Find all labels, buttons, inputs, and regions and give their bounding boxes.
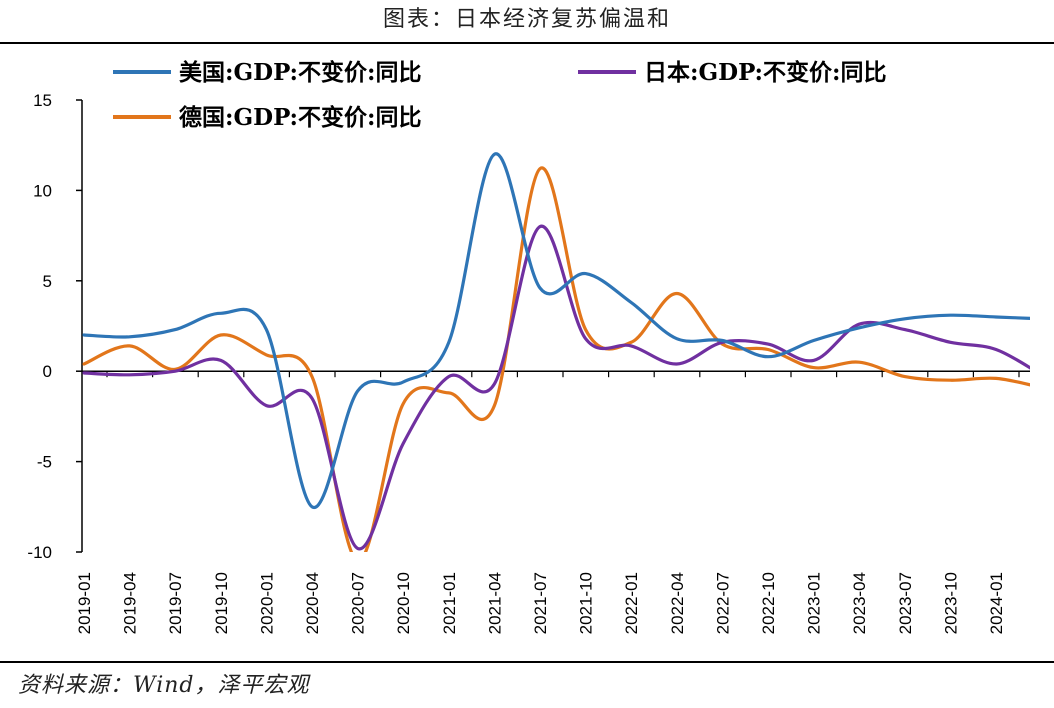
x-tick-label: 2019-04 — [121, 572, 140, 634]
line-chart: 15 10 5 0 -5 -10 2019-01 2019-04 2019-07 2019-10 2… — [27, 59, 1030, 634]
y-tick-label: 10 — [33, 181, 52, 200]
y-tick-label: 5 — [43, 272, 52, 291]
series-lines — [82, 152, 1030, 552]
series-line-1 — [82, 224, 1030, 551]
top-rule — [0, 42, 1054, 44]
bottom-rule — [0, 661, 1054, 663]
x-tick-label: 2021-10 — [577, 572, 596, 634]
x-tick-label: 2021-04 — [485, 572, 504, 634]
x-tick-label: 2022-04 — [668, 572, 687, 634]
x-tick-label: 2022-01 — [622, 572, 641, 634]
x-tick-label: 2022-07 — [713, 572, 732, 634]
x-tick-label: 2023-01 — [805, 572, 824, 634]
axes: 15 10 5 0 -5 -10 2019-01 2019-04 2019-07 2019-10 2… — [27, 91, 1030, 634]
x-tick-label: 2022-10 — [759, 572, 778, 634]
series-line-2 — [82, 166, 1030, 552]
y-tick-label: 15 — [33, 91, 52, 110]
x-tick-label: 2021-01 — [440, 572, 459, 634]
legend-label: 日本:GDP:不变价:同比 — [644, 59, 887, 86]
x-tick-label: 2020-07 — [349, 572, 368, 634]
legend-label: 美国:GDP:不变价:同比 — [179, 59, 422, 86]
x-tick-label: 2019-10 — [212, 572, 231, 634]
x-tick-label: 2020-10 — [394, 572, 413, 634]
y-tick-label: 0 — [43, 362, 52, 381]
source-note: 资料来源：Wind，泽平宏观 — [18, 673, 310, 698]
x-tick-label: 2023-10 — [941, 572, 960, 634]
series-line-0 — [82, 152, 1030, 509]
legend-label: 德国:GDP:不变价:同比 — [179, 104, 422, 131]
page-title: 图表：日本经济复苏偏温和 — [382, 7, 671, 32]
x-tick-label: 2020-01 — [257, 572, 276, 634]
x-tick-label: 2019-01 — [75, 572, 94, 634]
x-tick-label: 2023-04 — [850, 572, 869, 634]
x-tick-label: 2023-07 — [896, 572, 915, 634]
y-tick-label: -5 — [37, 453, 52, 472]
x-tick-label: 2024-01 — [987, 572, 1006, 634]
x-tick-label: 2021-07 — [531, 572, 550, 634]
x-tick-label: 2019-07 — [166, 572, 185, 634]
x-tick-label: 2020-04 — [303, 572, 322, 634]
y-tick-label: -10 — [27, 543, 52, 562]
